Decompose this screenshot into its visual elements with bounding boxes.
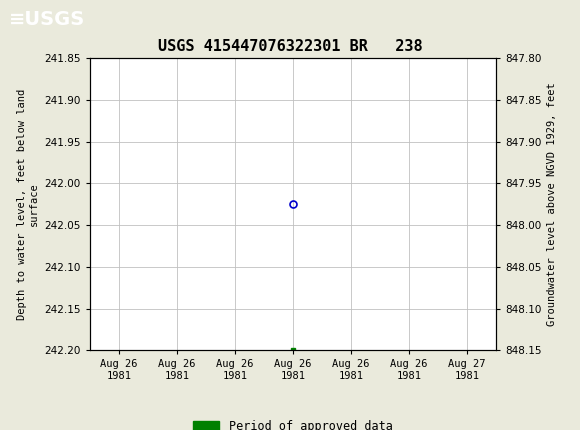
Text: USGS 415447076322301 BR   238: USGS 415447076322301 BR 238 (158, 39, 422, 54)
Y-axis label: Depth to water level, feet below land
surface: Depth to water level, feet below land su… (17, 89, 39, 320)
Text: ≡USGS: ≡USGS (9, 10, 85, 29)
Legend: Period of approved data: Period of approved data (188, 416, 397, 430)
Y-axis label: Groundwater level above NGVD 1929, feet: Groundwater level above NGVD 1929, feet (547, 83, 557, 326)
